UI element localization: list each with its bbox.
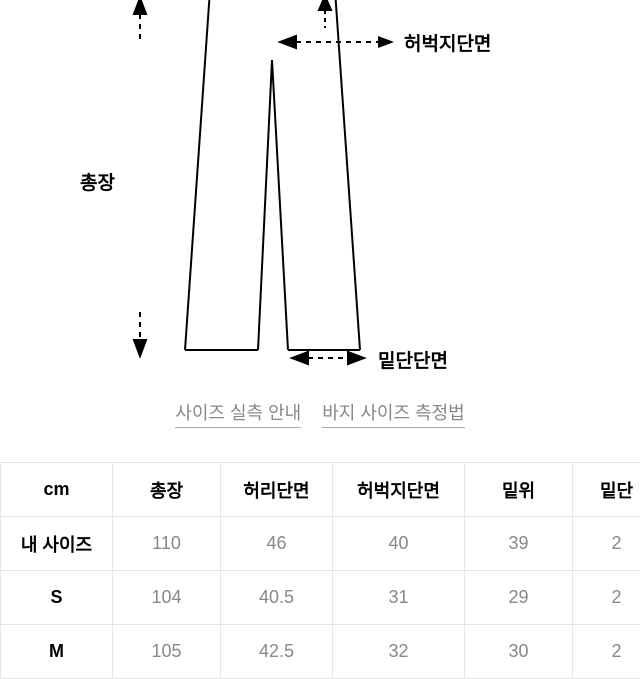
cell: 29	[465, 571, 573, 625]
col-heori: 허리단면	[221, 463, 333, 517]
col-mitwi: 밑위	[465, 463, 573, 517]
size-table-wrap: cm 총장 허리단면 허벅지단면 밑위 밑단 내 사이즈 110 46 40 3…	[0, 462, 640, 679]
table-row: M 105 42.5 32 30 2	[1, 625, 640, 679]
table-header-row: cm 총장 허리단면 허벅지단면 밑위 밑단	[1, 463, 640, 517]
cell: 2	[573, 571, 640, 625]
cell: 39	[465, 517, 573, 571]
cell: 46	[221, 517, 333, 571]
cell: 30	[465, 625, 573, 679]
row-label: 내 사이즈	[1, 517, 113, 571]
cell: 110	[113, 517, 221, 571]
cell: 2	[573, 517, 640, 571]
pants-diagram: 총장 허벅지단면 밑단단면	[0, 0, 640, 385]
label-chongjang: 총장	[80, 168, 115, 195]
cell: 105	[113, 625, 221, 679]
cell: 32	[333, 625, 465, 679]
cell: 2	[573, 625, 640, 679]
row-label: S	[1, 571, 113, 625]
col-unit: cm	[1, 463, 113, 517]
size-guide-link[interactable]: 사이즈 실측 안내	[175, 399, 301, 428]
measure-how-link[interactable]: 바지 사이즈 측정법	[322, 399, 464, 428]
col-heobeokji: 허벅지단면	[333, 463, 465, 517]
table-row: 내 사이즈 110 46 40 39 2	[1, 517, 640, 571]
cell: 104	[113, 571, 221, 625]
cell: 42.5	[221, 625, 333, 679]
label-mildan: 밑단단면	[378, 346, 448, 373]
row-label: M	[1, 625, 113, 679]
cell: 40	[333, 517, 465, 571]
col-chongjang: 총장	[113, 463, 221, 517]
table-row: S 104 40.5 31 29 2	[1, 571, 640, 625]
col-mildan: 밑단	[573, 463, 640, 517]
size-table: cm 총장 허리단면 허벅지단면 밑위 밑단 내 사이즈 110 46 40 3…	[0, 462, 640, 679]
help-links-row: 사이즈 실측 안내 바지 사이즈 측정법	[0, 399, 640, 428]
cell: 31	[333, 571, 465, 625]
label-heobeokji: 허벅지단면	[404, 29, 491, 56]
cell: 40.5	[221, 571, 333, 625]
